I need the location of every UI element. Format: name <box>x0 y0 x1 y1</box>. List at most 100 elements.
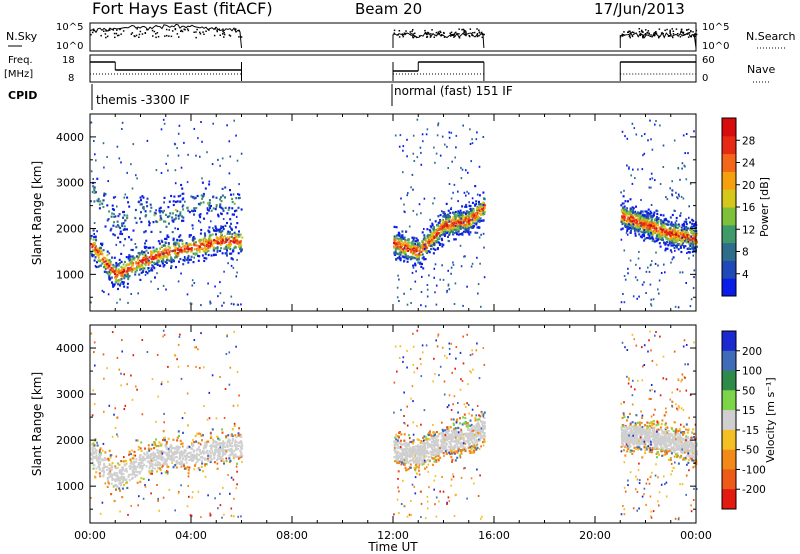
power-cell <box>192 237 195 240</box>
power-cell <box>398 231 400 234</box>
power-cell <box>696 240 698 243</box>
power-cell <box>143 231 146 234</box>
velocity-cell <box>170 458 172 461</box>
velocity-cell <box>144 447 146 450</box>
nsky-point <box>393 29 396 32</box>
power-cell <box>421 257 424 260</box>
power-cell <box>411 271 414 274</box>
power-cell <box>417 257 420 260</box>
power-cell <box>167 259 170 262</box>
power-cell <box>420 163 423 166</box>
velocity-cell <box>427 456 430 459</box>
velocity-cell <box>240 455 243 458</box>
power-cell <box>95 251 97 254</box>
power-cell <box>172 238 175 241</box>
power-cell <box>651 225 654 228</box>
nsky-point <box>218 28 220 30</box>
power-cell <box>228 206 231 209</box>
power-cell <box>670 224 673 227</box>
power-cell <box>691 240 694 243</box>
power-cell <box>476 210 479 213</box>
power-cell <box>148 222 151 225</box>
power-cell <box>642 154 644 157</box>
power-cell <box>424 240 427 243</box>
nsky-point <box>141 33 144 35</box>
power-cell <box>682 234 685 237</box>
power-cell <box>220 233 222 236</box>
power-cell <box>162 260 165 263</box>
nsky-point <box>462 28 465 31</box>
power-cell <box>140 220 143 224</box>
power-cell <box>622 215 624 218</box>
power-cell <box>635 229 637 232</box>
power-cell <box>238 196 241 199</box>
power-cell <box>677 235 680 238</box>
power-cell <box>170 256 172 259</box>
power-cell <box>145 246 148 249</box>
power-cell <box>672 229 675 232</box>
velocity-cell <box>209 456 212 459</box>
velocity-cell <box>176 459 178 463</box>
power-cell <box>90 234 93 238</box>
nsky-point <box>693 33 696 36</box>
power-cell <box>99 200 102 203</box>
power-cell <box>204 247 207 251</box>
power-cell <box>119 232 122 235</box>
power-cell <box>464 224 467 227</box>
power-cell <box>664 247 667 250</box>
power-cell <box>117 283 120 286</box>
power-cell <box>219 281 221 284</box>
velocity-cell <box>180 451 182 454</box>
nsky-point <box>134 35 136 38</box>
velocity-cell <box>229 439 232 442</box>
power-cell <box>194 196 197 199</box>
power-cell <box>627 216 630 219</box>
colorbar-tick-label: 8 <box>742 247 749 259</box>
nsky-point <box>464 34 467 36</box>
nsky-point <box>667 35 670 37</box>
power-cell <box>442 222 445 225</box>
power-cell <box>641 226 644 229</box>
power-cell <box>677 167 679 169</box>
power-cell <box>121 224 124 227</box>
velocity-cell <box>120 477 123 480</box>
power-cell <box>447 283 450 286</box>
power-cell <box>105 268 107 270</box>
power-cell <box>671 213 674 217</box>
velocity-cell <box>178 462 181 465</box>
nsky-point <box>631 35 634 38</box>
power-cell <box>157 287 159 290</box>
power-cell <box>207 202 209 205</box>
power-cell <box>438 233 441 236</box>
power-cell <box>112 263 115 267</box>
power-cell <box>158 210 161 213</box>
power-cell <box>643 152 646 155</box>
power-cell <box>166 215 169 218</box>
power-cell <box>238 235 241 238</box>
power-cell <box>692 233 695 236</box>
power-cell <box>237 233 240 236</box>
power-cell <box>237 245 240 248</box>
power-cell <box>402 243 405 246</box>
velocity-cell <box>184 458 187 461</box>
power-cell <box>663 219 666 222</box>
power-cell <box>197 244 200 248</box>
power-cell <box>454 221 457 224</box>
power-cell <box>457 224 460 227</box>
power-cell <box>423 258 426 261</box>
power-cell <box>429 225 432 228</box>
velocity-cell <box>170 457 173 460</box>
power-cell <box>692 224 695 228</box>
power-cell <box>675 244 678 248</box>
power-cell <box>120 266 123 269</box>
power-cell <box>620 301 623 304</box>
power-cell <box>213 239 216 242</box>
power-cell <box>131 270 134 273</box>
power-cell <box>669 227 672 230</box>
power-cell <box>159 230 162 234</box>
velocity-cell <box>108 473 111 476</box>
power-cell <box>429 218 431 221</box>
power-cell <box>195 154 197 157</box>
power-cell <box>415 237 418 240</box>
velocity-cell <box>239 449 242 452</box>
